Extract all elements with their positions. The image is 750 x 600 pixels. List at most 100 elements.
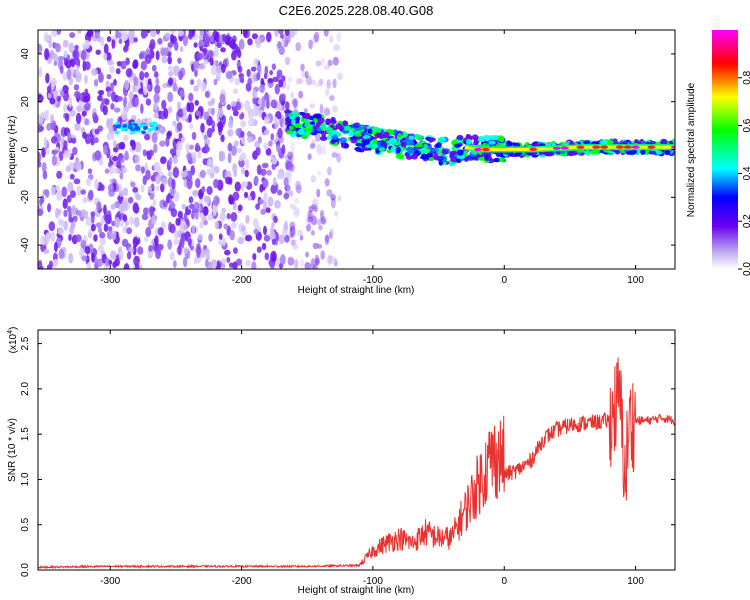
heatmap-speck [331,105,338,113]
heatmap-speck [307,216,313,223]
heatmap-speck [168,77,174,86]
heatmap-speck [144,133,150,141]
heatmap-speck [111,229,117,241]
heatmap-speck [196,78,202,88]
heatmap-speck [290,151,295,162]
heatmap-speck [121,205,128,212]
heatmap-speck [252,90,258,99]
heatmap-speck [288,155,293,165]
heatmap-speck [240,130,245,138]
heatmap-speck [288,172,292,184]
heatmap-speck [290,98,297,105]
heatmap-speck [118,38,123,45]
heatmap-speck [252,96,259,105]
heatmap-speck [308,39,313,50]
heatmap-speck [114,218,120,228]
heatmap-speck [278,94,283,103]
heatmap-band-cell [284,109,292,114]
heatmap-speck [262,179,269,188]
heatmap-speck [167,239,173,250]
heatmap-band-cell [304,119,311,123]
heatmap-speck [38,151,41,163]
heatmap-speck [250,66,257,72]
heatmap-band-cell [343,125,352,131]
heatmap-speck [272,76,279,83]
heatmap-speck [230,100,237,107]
heatmap-speck [153,112,160,119]
snr-xtick-label: -200 [232,576,252,587]
heatmap-band-cell [142,126,148,131]
heatmap-speck [214,221,220,230]
heatmap-speck [104,265,109,269]
snr-ytick-label: 2.5 [20,336,31,350]
heatmap-speck [167,171,173,177]
heatmap-band-cell [660,138,668,146]
heatmap-speck [189,123,194,130]
colorbar-gradient [712,30,738,269]
heatmap-speck [188,92,194,102]
heatmap-speck [332,56,339,66]
heatmap-speck [304,70,309,79]
heatmap-speck [97,244,104,253]
heatmap-speck [53,60,58,67]
heatmap-speck [291,30,298,36]
heatmap-speck [258,198,264,205]
heatmap-band-cell [358,124,367,130]
heatmap-speck [50,231,56,243]
heatmap-speck [42,170,48,180]
heatmap-speck [219,212,226,221]
heatmap-speck [85,216,93,227]
heatmap-speck [145,169,151,181]
heatmap-speck [38,259,43,269]
snr-xtick-label: 100 [627,576,644,587]
heatmap-speck [189,203,195,209]
heatmap-speck [110,82,114,92]
heatmap-speck [237,204,243,212]
heatmap-speck [110,250,117,260]
heatmap-speck [109,117,114,125]
heatmap-speck [99,232,106,239]
heatmap-band-cell [120,127,126,132]
heatmap-speck [197,150,202,159]
heatmap-speck [130,181,136,188]
heatmap-speck [293,258,299,269]
heatmap-speck [123,95,128,107]
heatmap-speck [63,220,69,231]
heatmap-speck [172,120,177,127]
heatmap-speck [328,230,333,240]
snr-multiplier-close: ) [8,327,19,330]
heatmap-speck [99,236,106,246]
heatmap-speck [261,162,269,169]
heatmap-speck [144,54,152,64]
heatmap-speck [177,30,184,37]
heatmap-speck [63,209,68,218]
heatmap-speck [306,223,312,232]
heatmap-speck [251,261,257,269]
heatmap-speck [43,136,48,148]
heatmap-speck [295,184,302,194]
heatmap-speck [188,31,193,39]
heatmap-speck [38,94,44,103]
heatmap-speck [297,229,304,237]
heatmap-band-cell [441,149,449,155]
colorbar-tick-label: 0.4 [742,166,750,180]
heatmap-speck [313,263,318,269]
heatmap-speck [227,142,233,152]
heatmap-speck [140,184,145,193]
heatmap-speck [51,186,56,196]
heatmap-speck [167,106,173,114]
heatmap-speck [227,152,232,164]
heatmap-band-cell [339,137,348,144]
heatmap-speck [327,255,334,265]
heatmap-speck [68,96,73,108]
heatmap-speck [134,96,139,107]
heatmap-speck [181,203,187,210]
heatmap-band-cell [499,157,506,162]
heatmap-band-cell [371,143,378,148]
heatmap-speck [316,218,323,226]
heatmap-speck [332,78,337,89]
heatmap-speck [177,245,182,256]
heatmap-speck [169,202,176,209]
heatmap-speck [269,69,273,76]
heatmap-speck [256,72,261,81]
